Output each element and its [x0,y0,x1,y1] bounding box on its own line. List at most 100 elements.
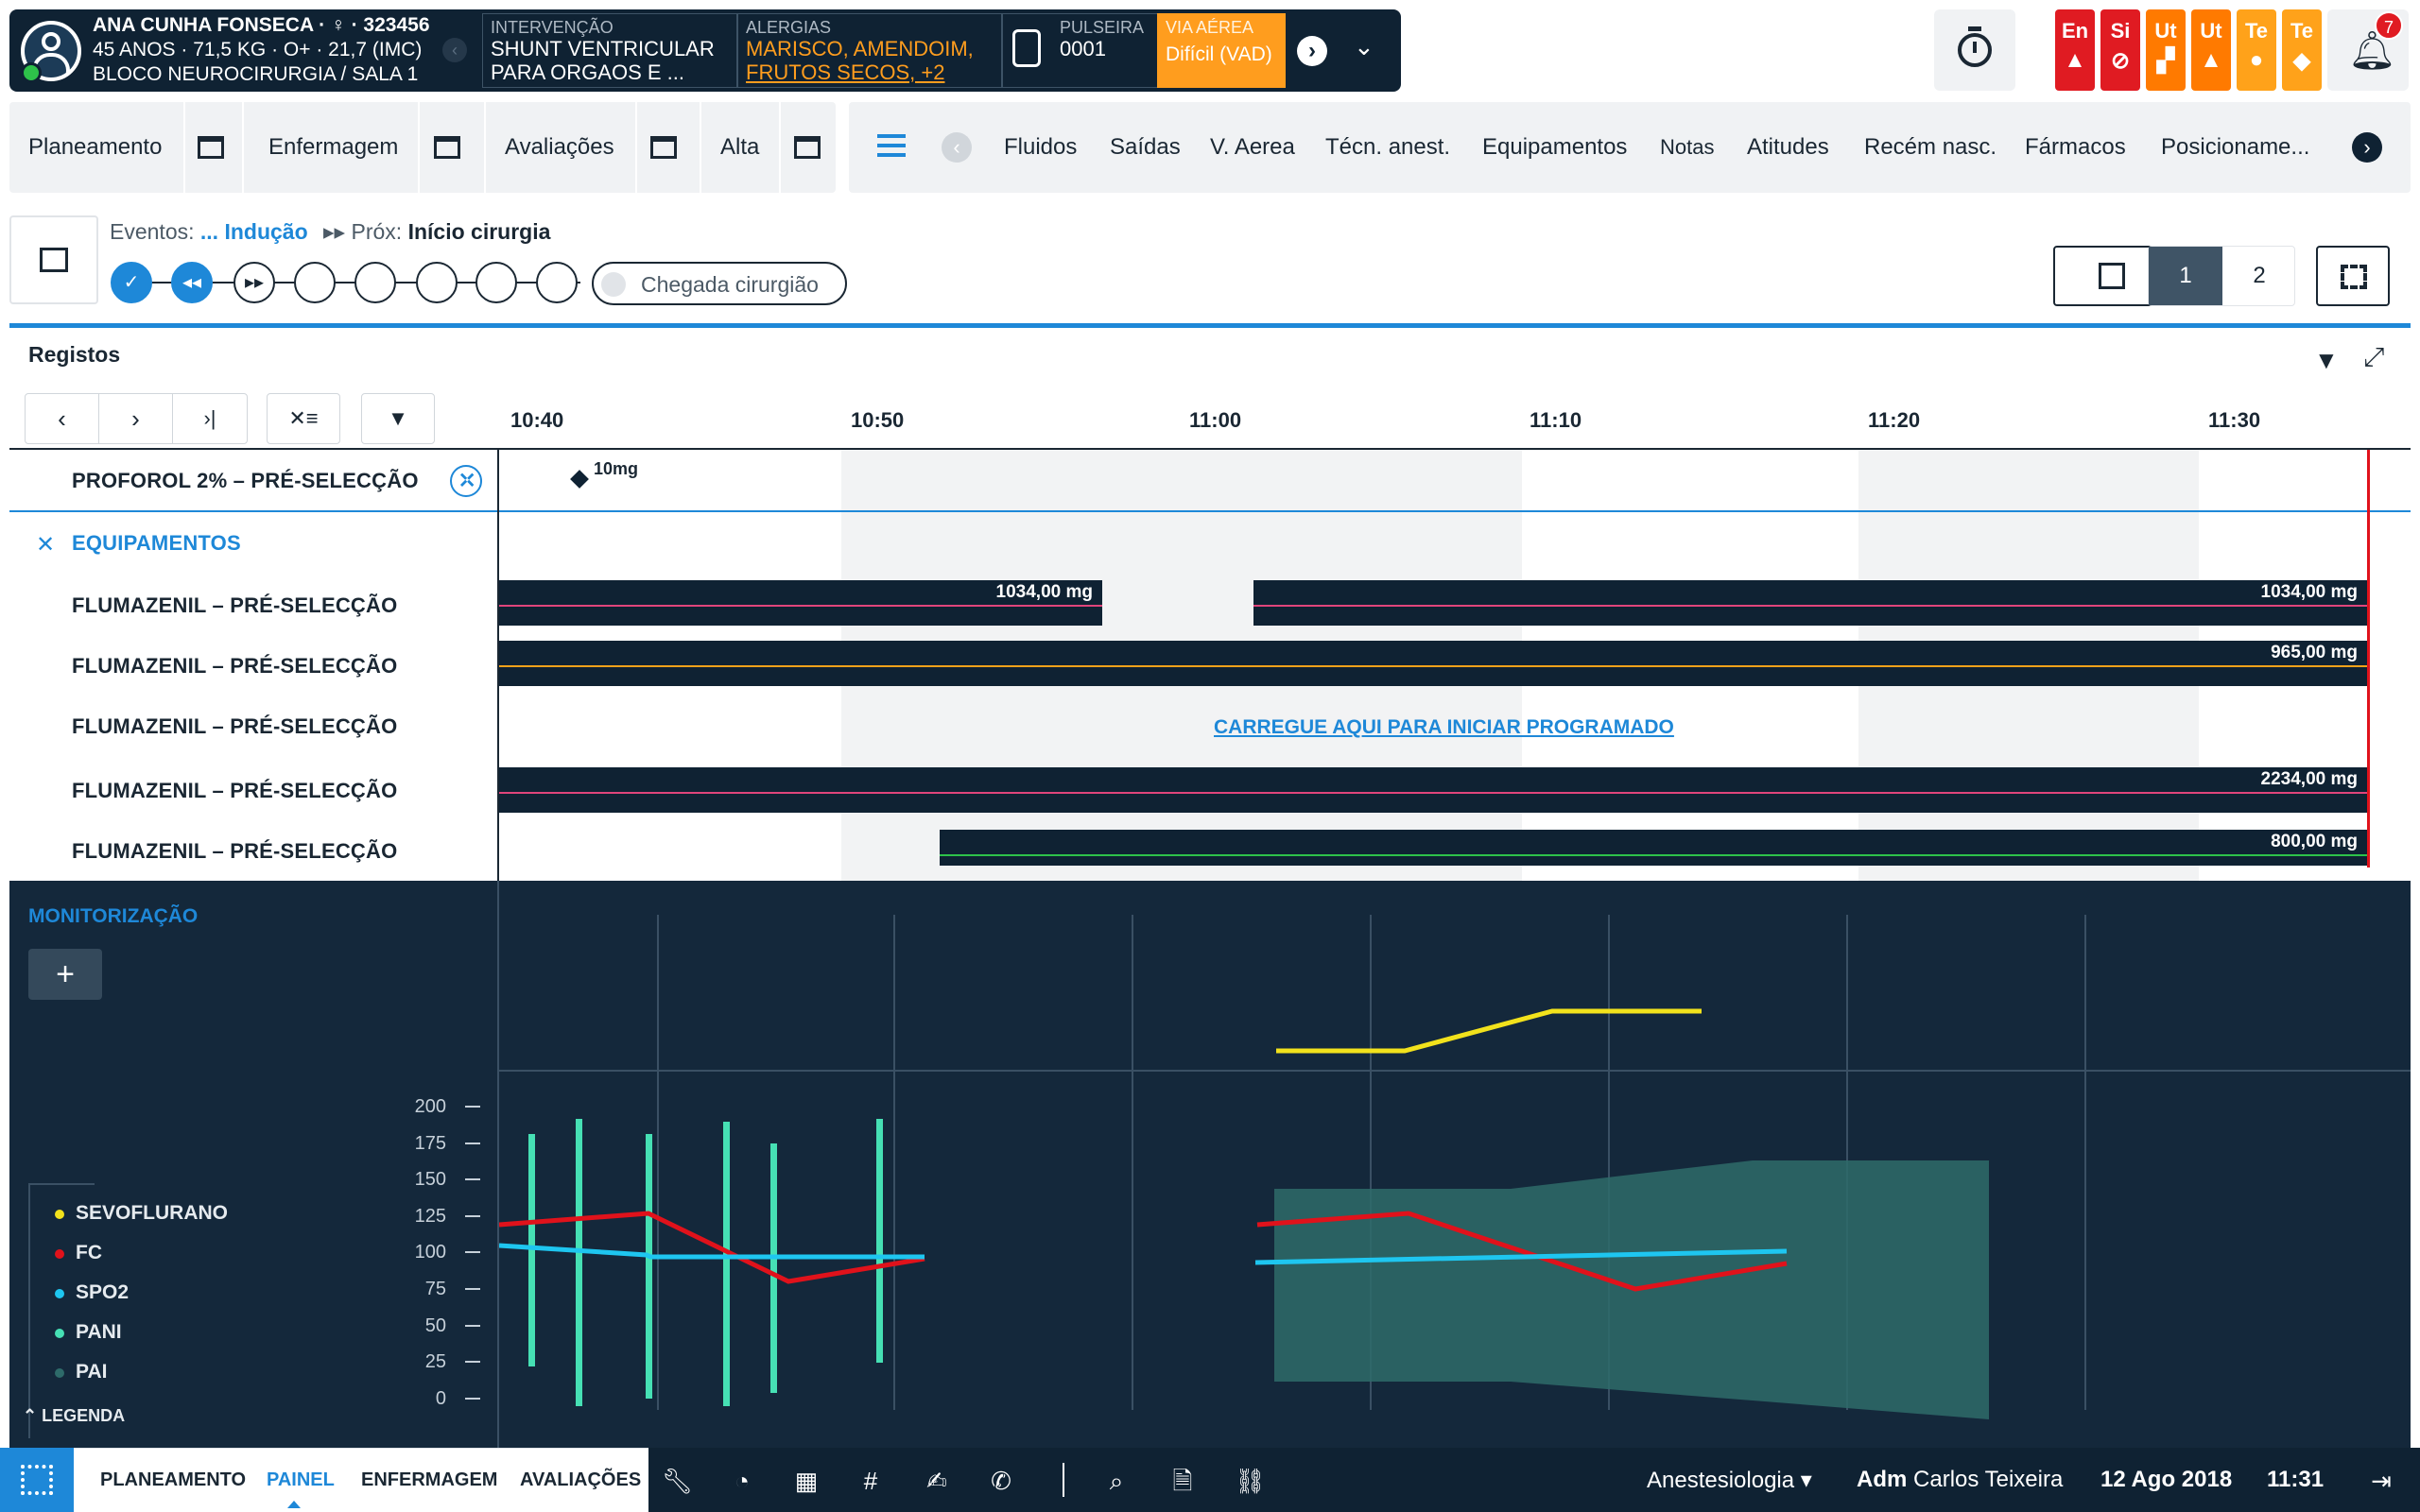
link-icon[interactable]: ⛓︎ [1235,1467,1267,1495]
nav-avaliacoes[interactable]: Avaliações [505,134,614,160]
tab-recem-nasc[interactable]: Recém nasc. [1864,134,1997,160]
alert-badge[interactable]: Si ⊘ [2100,9,2140,91]
calendar-icon[interactable]: ▦ [794,1467,819,1495]
patient-avatar[interactable] [21,21,81,83]
event-chip[interactable]: Chegada cirurgião [592,262,847,305]
section-equipamentos[interactable]: EQUIPAMENTOS [72,531,241,555]
calendar-grid-icon[interactable]: # [863,1467,878,1495]
filter-icon[interactable]: ▼ [361,393,435,444]
event-step[interactable] [536,262,578,303]
apps-button[interactable] [0,1448,74,1512]
alert-badge[interactable]: Te ◆ [2282,9,2322,91]
infusion-bar[interactable]: 1034,00 mg [499,580,1102,626]
allergies-box[interactable]: ALERGIAS MARISCO, AMENDOIM, FRUTOS SECOS… [737,13,1002,88]
pie-chart-icon[interactable]: ◔ [735,1467,750,1495]
event-step[interactable] [354,262,396,303]
window-icon[interactable] [794,136,821,159]
filter-icon[interactable]: ▼ [2314,346,2339,374]
event-step-done[interactable]: ✓ [111,262,152,303]
legend-item[interactable]: PAI [76,1361,108,1383]
event-step[interactable] [294,262,336,303]
alert-badge[interactable]: En ▲ [2055,9,2095,91]
wrench-icon[interactable]: 🔧︎ [662,1467,694,1495]
tab-posicionamento[interactable]: Posicioname... [2161,134,2310,160]
chevron-left-icon[interactable]: ‹ [442,38,467,62]
page-switcher: 1 2 [2148,246,2295,306]
tab-equipamentos[interactable]: Equipamentos [1482,134,1628,160]
user-info[interactable]: Adm Carlos Teixeira [1857,1467,2063,1493]
alert-badge[interactable]: Ut ▞ [2146,9,2186,91]
infusion-bar[interactable]: 800,00 mg [940,830,2367,866]
chevron-left-icon[interactable]: ‹ [942,132,972,163]
event-step-rewind[interactable]: ◂◂ [171,262,213,303]
infusion-bar[interactable]: 1034,00 mg [1253,580,2367,626]
service-select[interactable]: Anestesiologia ▾ [1647,1468,1812,1493]
nav-enfermagem[interactable]: Enfermagem [268,134,399,160]
close-icon[interactable]: ✕ [36,532,56,558]
tab-saidas[interactable]: Saídas [1110,134,1181,160]
events-ellipsis[interactable]: ... [199,219,219,244]
legend-item[interactable]: PANI [76,1321,122,1343]
menu-icon[interactable] [877,134,906,138]
window-icon[interactable] [198,136,224,159]
pdf-icon[interactable]: 🗎︎ [1172,1467,1193,1495]
legend-item[interactable]: SEVOFLURANO [76,1202,229,1224]
infusion-bar[interactable]: 965,00 mg [499,641,2367,686]
fullscreen-button[interactable] [2316,246,2390,306]
tab-atitudes[interactable]: Atitudes [1747,134,1829,160]
expand-down-icon[interactable]: ⌄ [1354,32,1374,60]
timer-button[interactable] [1934,9,2015,91]
y-tick-label: 125 [414,1205,446,1227]
expand-icon[interactable]: ⤢ [2363,342,2385,371]
chevron-right-icon[interactable]: › [2352,132,2382,163]
footer-tab-planeamento[interactable]: PLANEAMENTO [100,1469,247,1490]
event-step[interactable] [416,262,458,303]
y-tick-label: 0 [435,1387,446,1409]
prev-icon[interactable]: ‹ [26,394,99,443]
patient-id: · 323456 [351,14,430,36]
footer-tab-enfermagem[interactable]: ENFERMAGEM [361,1469,498,1490]
service-label: Anestesiologia [1647,1468,1795,1493]
tab-tecn-anest[interactable]: Técn. anest. [1325,134,1451,160]
airway-box[interactable]: VIA AÉREA Difícil (VAD) [1157,13,1286,88]
footer-tab-avaliacoes[interactable]: AVALIAÇÕES [520,1469,642,1490]
clear-list-icon[interactable]: ✕≡ [267,393,340,444]
tab-v-aerea[interactable]: V. Aerea [1210,134,1295,160]
logout-icon[interactable]: ⇥ [2371,1467,2392,1495]
notification-count-badge: 7 [2375,11,2403,40]
add-monitor-button[interactable]: + [28,949,102,1000]
page-1-button[interactable]: 1 [2149,247,2222,305]
bracelet-box[interactable]: PULSEIRA 0001 [1002,13,1165,88]
alert-badge[interactable]: Ut ▲ [2191,9,2231,91]
page-2-button[interactable]: 2 [2253,263,2266,288]
chevron-right-icon[interactable]: › [1297,36,1327,66]
edit-events-button[interactable] [9,215,98,304]
y-tick-label: 50 [424,1314,446,1336]
phone-24-icon[interactable]: ✆ [991,1467,1011,1495]
tab-fluidos[interactable]: Fluidos [1004,134,1078,160]
add-dose-icon[interactable]: ✛ [442,457,490,505]
sign-icon[interactable]: ✍︎ [926,1467,947,1495]
tab-farmacos[interactable]: Fármacos [2025,134,2126,160]
alert-badge[interactable]: Te ● [2237,9,2276,91]
infusion-bar[interactable]: 2234,00 mg [499,767,2367,813]
window-icon[interactable] [434,136,460,159]
tab-notas[interactable]: Notas [1660,135,1715,159]
start-scheduled-link[interactable]: CARREGUE AQUI PARA INICIAR PROGRAMADO [1214,716,1674,738]
events-current[interactable]: Indução [224,219,308,244]
event-step[interactable] [475,262,517,303]
next-icon[interactable]: › [99,394,173,443]
legend-item[interactable]: FC [76,1242,102,1263]
legend-toggle[interactable]: LEGENDA [42,1406,126,1425]
nav-alta[interactable]: Alta [720,134,760,160]
footer-tab-painel[interactable]: PAINEL [267,1469,335,1490]
legend-item[interactable]: SPO2 [76,1281,130,1303]
last-icon[interactable]: ›| [203,406,216,430]
notifications-button[interactable]: 🔔︎ 7 [2327,9,2409,91]
intervention-box[interactable]: INTERVENÇÃO SHUNT VENTRICULAR PARA ORGAO… [482,13,737,88]
search-icon[interactable]: ⌕ [1109,1467,1124,1495]
event-step-forward[interactable]: ▸▸ [233,262,275,303]
nav-planeamento[interactable]: Planeamento [28,134,163,160]
window-icon[interactable] [650,136,677,159]
dose-marker[interactable] [570,470,589,489]
